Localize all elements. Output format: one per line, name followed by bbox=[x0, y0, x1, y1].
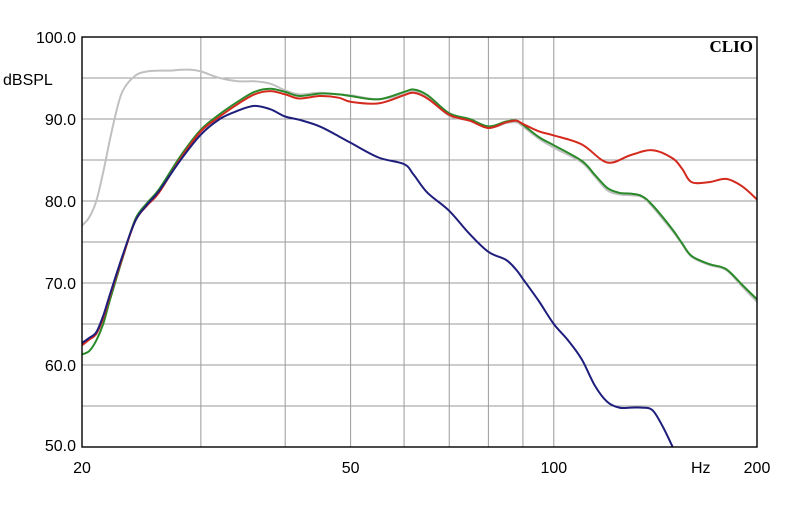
clio-brand-label: CLIO bbox=[710, 37, 753, 56]
y-tick-label: 50.0 bbox=[45, 438, 76, 455]
x-axis-unit-label: Hz bbox=[691, 460, 711, 477]
grid bbox=[81, 36, 758, 448]
x-tick-label: 200 bbox=[744, 460, 771, 477]
y-axis-unit-label: dBSPL bbox=[3, 72, 53, 89]
y-tick-label: 100.0 bbox=[36, 30, 76, 47]
series-group bbox=[81, 68, 758, 448]
series-line-3 bbox=[81, 90, 758, 347]
series-line-2 bbox=[81, 87, 758, 356]
y-tick-label: 60.0 bbox=[45, 358, 76, 375]
series-line-4 bbox=[81, 104, 674, 448]
x-tick-label: 20 bbox=[73, 460, 91, 477]
x-tick-label: 100 bbox=[540, 460, 567, 477]
plot-frame bbox=[81, 36, 758, 448]
y-tick-label: 90.0 bbox=[45, 112, 76, 129]
y-tick-label: 70.0 bbox=[45, 276, 76, 293]
series-line-1 bbox=[81, 68, 758, 303]
y-tick-label: 80.0 bbox=[45, 194, 76, 211]
x-tick-label: 50 bbox=[342, 460, 360, 477]
tick-labels: 100.0 90.0 80.0 70.0 60.0 50.0 20 50 100 200 bbox=[36, 30, 770, 477]
